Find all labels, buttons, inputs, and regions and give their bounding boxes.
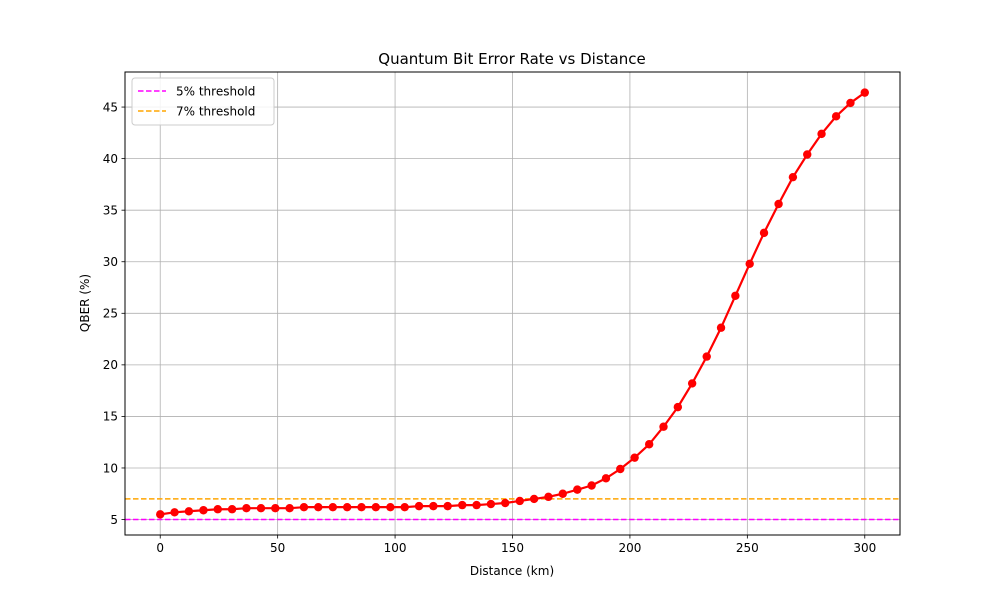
data-point (659, 422, 668, 431)
data-point (386, 502, 395, 512)
series-layer (156, 88, 869, 519)
x-tick-label: 200 (618, 541, 641, 555)
legend-box (131, 77, 275, 126)
data-point (831, 112, 841, 121)
data-point (803, 150, 812, 159)
y-tick-label: 5 (110, 513, 118, 527)
data-point (587, 481, 596, 490)
data-point (458, 500, 467, 510)
data-point (673, 402, 683, 412)
data-point (731, 291, 740, 300)
data-point (271, 503, 280, 513)
data-point (544, 492, 553, 502)
y-tick-label: 35 (103, 203, 118, 217)
data-point (716, 323, 726, 332)
data-point (400, 502, 409, 512)
data-point (170, 508, 179, 517)
data-point (285, 503, 294, 513)
data-point (328, 502, 338, 512)
data-point (443, 501, 452, 511)
legend-label-5pct: 5% threshold (176, 85, 255, 99)
data-point (702, 352, 711, 361)
data-point (299, 502, 309, 512)
x-tick-label: 50 (270, 541, 285, 555)
data-point (515, 496, 524, 506)
data-point (846, 98, 855, 108)
data-point (601, 474, 611, 483)
data-point (774, 199, 783, 209)
legend-label-7pct: 7% threshold (176, 105, 255, 119)
y-tick-label: 10 (103, 461, 118, 475)
data-point (788, 172, 798, 182)
data-point (242, 503, 251, 513)
data-point (429, 501, 438, 511)
y-tick-label: 30 (103, 255, 118, 269)
threshold-layer (125, 498, 900, 521)
y-tick-label: 15 (103, 410, 118, 424)
data-point (342, 502, 352, 512)
data-point (184, 507, 194, 516)
tick-layer: 0 50 100 150 200 250 300 5 10 15 20 25 30 35 40 45 (103, 100, 877, 555)
data-point (630, 453, 639, 462)
data-point (227, 505, 237, 514)
legend: 5% threshold 7% threshold (131, 77, 275, 126)
data-point (156, 510, 165, 519)
grid-layer (125, 72, 900, 535)
x-tick-label: 300 (853, 541, 876, 555)
data-point (213, 505, 222, 514)
data-point (414, 501, 424, 511)
x-tick-label: 150 (501, 541, 524, 555)
x-tick-label: 250 (736, 541, 759, 555)
data-point (199, 506, 208, 515)
y-tick-label: 25 (103, 307, 118, 321)
data-point (371, 502, 381, 512)
x-tick-label: 100 (384, 541, 407, 555)
data-point (472, 500, 481, 510)
data-point (486, 499, 496, 509)
data-point (860, 88, 869, 97)
data-point (529, 494, 539, 504)
data-point (314, 502, 323, 512)
data-point (687, 379, 697, 388)
y-tick-label: 40 (103, 152, 118, 166)
y-axis-label: QBER (%) (78, 274, 92, 332)
y-tick-label: 20 (103, 358, 118, 372)
data-point (558, 489, 567, 498)
data-point (745, 259, 754, 268)
x-axis-label: Distance (km) (470, 564, 554, 578)
data-point (759, 228, 769, 238)
data-point (256, 503, 266, 513)
data-point (501, 498, 510, 508)
chart-title: Quantum Bit Error Rate vs Distance (378, 50, 645, 68)
data-point (573, 485, 582, 494)
x-tick-label: 0 (156, 541, 164, 555)
data-point (616, 464, 625, 474)
data-point (817, 129, 826, 139)
y-tick-label: 45 (103, 100, 118, 114)
data-point (357, 502, 366, 512)
data-point (644, 440, 654, 449)
